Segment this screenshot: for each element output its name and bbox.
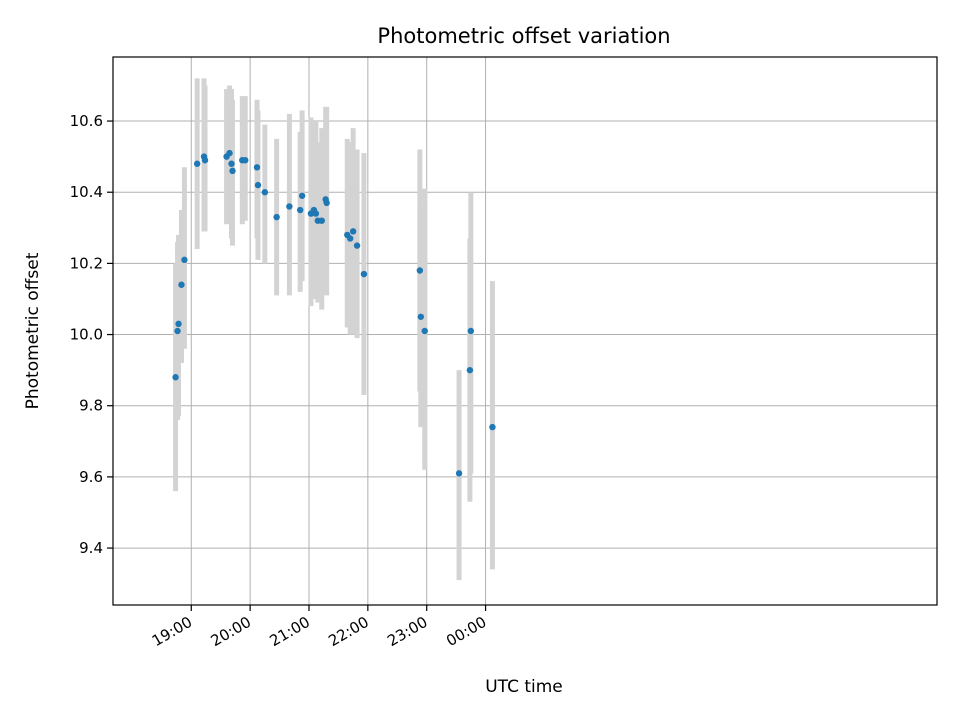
data-point (193, 160, 201, 167)
y-tick-label: 10.4 (70, 183, 103, 201)
data-point (253, 164, 261, 171)
y-tick-label: 9.4 (79, 539, 103, 557)
data-point (323, 199, 330, 207)
data-point (242, 156, 249, 164)
y-axis-label: Photometric offset (23, 252, 43, 409)
data-point (421, 327, 428, 335)
y-tick-label: 10.2 (70, 254, 103, 272)
data-point (455, 470, 463, 477)
data-point (346, 235, 354, 242)
data-point (226, 149, 233, 157)
plot-frame (112, 56, 938, 606)
data-point (312, 210, 320, 217)
data-point (174, 327, 181, 335)
data-point (273, 213, 280, 221)
data-point (254, 181, 262, 189)
data-point (467, 327, 475, 335)
data-point (261, 189, 269, 196)
data-point (229, 167, 236, 175)
x-axis-label: UTC time (485, 677, 563, 697)
data-point (286, 203, 293, 210)
data-point (416, 267, 424, 274)
data-point (318, 217, 325, 224)
data-point (172, 374, 179, 381)
data-point (228, 160, 235, 167)
data-point (178, 281, 185, 288)
data-point (296, 206, 304, 214)
data-point (181, 256, 188, 264)
data-point (489, 423, 496, 431)
data-point (353, 242, 361, 249)
data-point (298, 192, 306, 199)
data-point (360, 270, 368, 278)
data-point (349, 228, 357, 235)
data-points (172, 149, 496, 477)
y-axis-ticks: 9.4 9.6 9.8 10.0 10.2 10.4 10.6 (70, 112, 113, 557)
data-point (175, 320, 182, 328)
data-point (417, 313, 425, 320)
data-point (466, 366, 474, 374)
data-point (201, 156, 209, 164)
y-tick-label: 10.0 (70, 326, 103, 344)
chart-title: Photometric offset variation (377, 24, 670, 48)
y-tick-label: 9.6 (79, 468, 103, 486)
y-tick-label: 9.8 (79, 397, 103, 415)
y-tick-label: 10.6 (70, 112, 103, 130)
